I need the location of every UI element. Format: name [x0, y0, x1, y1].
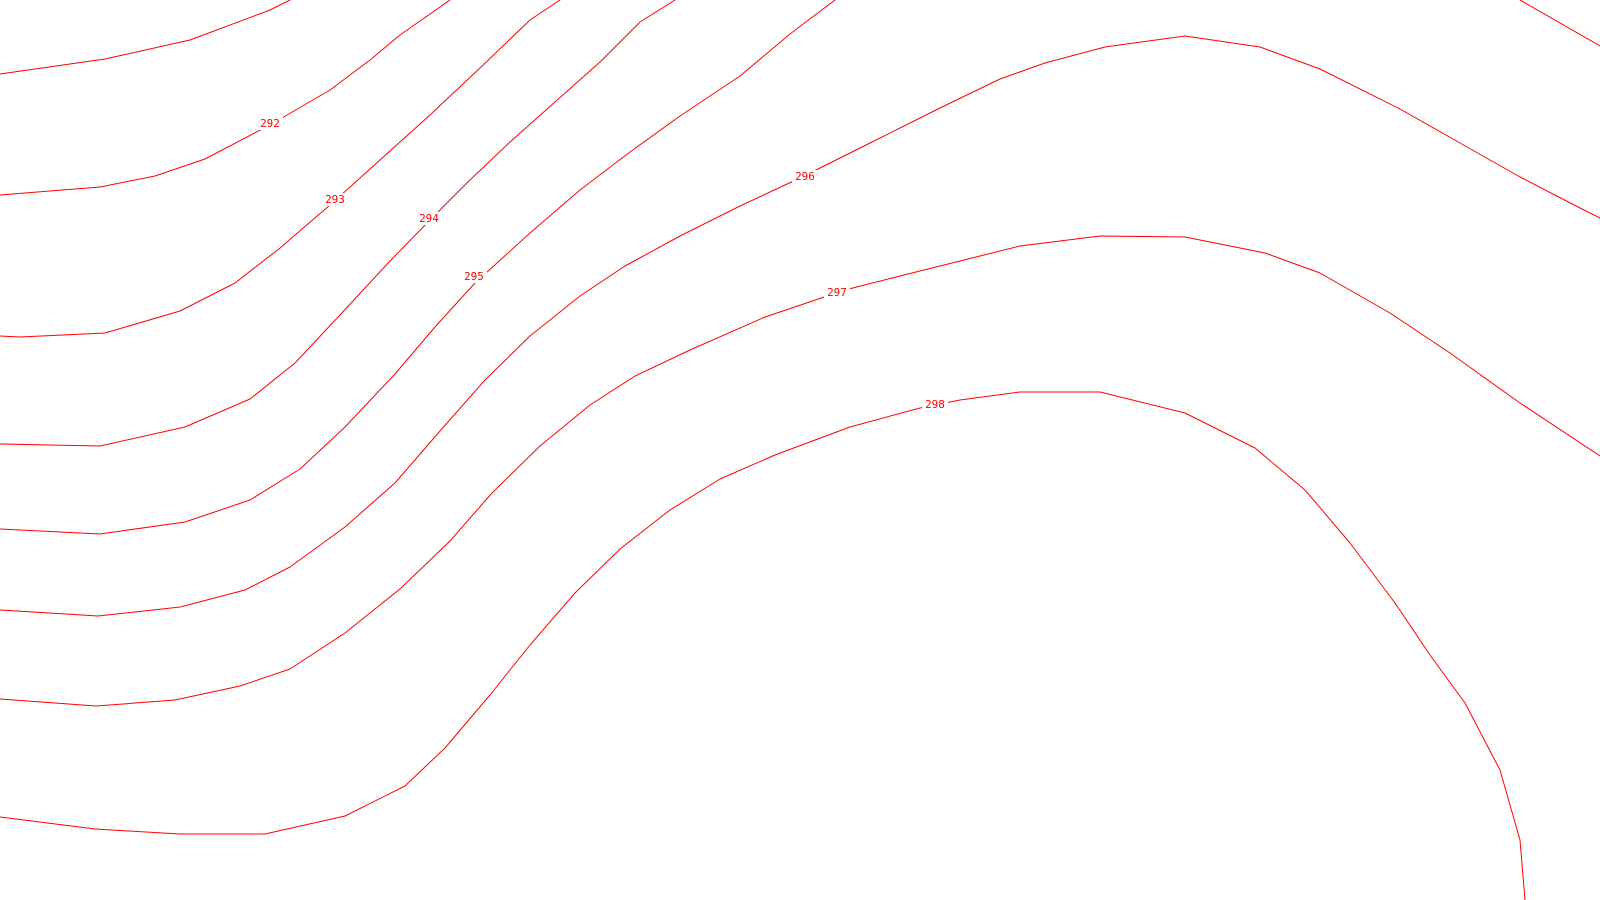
contour-label-293: 293 — [325, 193, 345, 206]
contour-line-295 — [0, 0, 836, 535]
contour-line — [1519, 0, 1600, 47]
contour-label-294: 294 — [419, 212, 439, 225]
contour-label-group: 293 — [322, 193, 348, 206]
contour-line — [0, 0, 291, 75]
contour-line-293 — [0, 0, 561, 338]
contour-label-296: 296 — [795, 170, 815, 183]
contour-label-group: 294 — [416, 212, 442, 225]
contour-labels: 292 293 294 295 296 297 298 — [257, 117, 948, 411]
contour-line-292 — [0, 0, 451, 196]
contour-label-297: 297 — [827, 286, 847, 299]
contour-label-group: 292 — [257, 117, 283, 130]
contour-line-297 — [0, 235, 1600, 707]
contour-label-group: 297 — [824, 286, 850, 299]
contour-label-292: 292 — [260, 117, 280, 130]
contour-label-295: 295 — [464, 270, 484, 283]
contour-line-296 — [0, 35, 1600, 617]
contour-label-group: 298 — [922, 398, 948, 411]
contour-label-group: 296 — [792, 170, 818, 183]
contour-line-294 — [0, 0, 676, 447]
contour-label-group: 295 — [461, 270, 487, 283]
contour-line-298 — [0, 391, 1526, 900]
contour-label-298: 298 — [925, 398, 945, 411]
